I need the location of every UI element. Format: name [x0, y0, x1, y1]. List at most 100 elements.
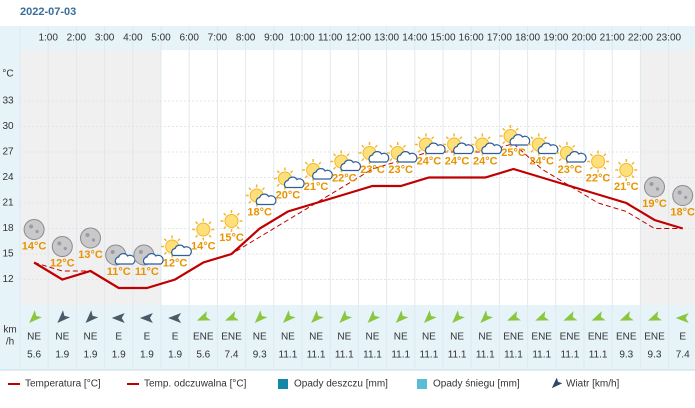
temperature-label: 12°C: [50, 257, 75, 269]
temperature-label: 24°C: [445, 155, 470, 167]
wind-unit: /h: [6, 337, 14, 348]
wind-direction: ENE: [644, 332, 665, 343]
wind-direction: NE: [478, 332, 492, 343]
hour-label: 12:00: [346, 33, 371, 44]
sun-ray: [374, 144, 378, 148]
wind-arrow: [57, 310, 71, 323]
weather-icon: [133, 244, 164, 266]
y-unit: °C: [2, 69, 13, 80]
sun: [591, 154, 606, 169]
wind-speed: 11.1: [335, 350, 354, 361]
wind-speed: 11.1: [476, 350, 495, 361]
weather-icon: [220, 210, 243, 232]
y-tick-label: 21: [2, 198, 14, 209]
hour-label: 23:00: [656, 33, 681, 44]
y-tick-label: 30: [2, 121, 14, 132]
cloud: [368, 151, 390, 163]
sun-ray: [261, 187, 266, 191]
legend-label: Opady deszczu [mm]: [294, 379, 388, 390]
date-title: 2022-07-03: [20, 6, 76, 18]
legend-swatch: [417, 379, 427, 389]
wind-arrow: [507, 311, 521, 321]
hour-label: 3:00: [95, 33, 115, 44]
axis-band: [0, 26, 20, 370]
cloud: [142, 253, 164, 265]
sun-ray: [208, 234, 212, 238]
temperature-label: 24°C: [417, 155, 442, 167]
sun-ray: [276, 170, 280, 174]
wind-speed: 7.4: [225, 350, 239, 361]
moon-crater: [91, 238, 96, 242]
weather-icon: [587, 150, 610, 173]
cloud: [312, 168, 333, 180]
sun-ray: [631, 175, 635, 179]
temperature-label: 11°C: [107, 266, 131, 278]
weather-icon: [358, 142, 390, 164]
temperature-label: 23°C: [360, 164, 385, 176]
wind-direction: NE: [309, 332, 323, 343]
wind-speed: 11.1: [307, 350, 326, 361]
wind-speed: 11.1: [420, 350, 439, 361]
weather-icon: [615, 159, 638, 181]
sun-ray: [487, 136, 491, 140]
y-tick-label: 24: [2, 172, 14, 183]
sun-ray: [603, 153, 607, 157]
feels-like-line: [33, 142, 683, 289]
wind-speed: 1.9: [112, 350, 126, 361]
wind-speed: 11.1: [391, 350, 410, 361]
sun-ray: [276, 183, 280, 187]
sun-ray: [530, 136, 534, 140]
wind-speed: 11.1: [589, 350, 608, 361]
sun-ray: [194, 234, 199, 238]
sun-ray: [473, 149, 478, 153]
wind-direction: ENE: [560, 332, 581, 343]
cloud: [396, 151, 418, 163]
sun-ray: [361, 158, 365, 162]
wind-arrow: [563, 311, 578, 321]
legend-label: Temp. odczuwalna [°C]: [144, 379, 247, 390]
sun-ray: [445, 136, 449, 140]
wind-speed: 5.6: [27, 350, 41, 361]
sun-ray: [389, 144, 393, 148]
wind-arrow: [168, 313, 182, 323]
hour-label: 15:00: [430, 33, 455, 44]
sun-ray: [236, 212, 240, 216]
temperature-label: 12°C: [163, 257, 188, 269]
sun-ray: [248, 200, 252, 204]
moon-crater: [655, 187, 660, 191]
moon-crater: [85, 233, 90, 237]
sun-ray: [543, 136, 548, 140]
sun-ray: [617, 175, 622, 179]
wind-arrow: [85, 310, 99, 323]
wind-direction: NE: [281, 332, 295, 343]
sun-ray: [402, 144, 407, 148]
wind-direction: ENE: [503, 332, 524, 343]
sun-ray: [558, 144, 562, 148]
sun-ray: [431, 136, 435, 140]
hour-label: 8:00: [236, 33, 256, 44]
temperature-label: 22°C: [586, 172, 611, 184]
sun-ray: [502, 141, 506, 145]
wind-arrow: [139, 313, 153, 323]
temperature-label: 22°C: [332, 172, 357, 184]
wind-speed: 1.9: [84, 350, 98, 361]
sun-ray: [515, 127, 519, 131]
moon: [80, 227, 101, 249]
hour-label: 19:00: [543, 33, 568, 44]
hour-label: 13:00: [374, 33, 399, 44]
weather-icon: [471, 133, 503, 156]
cloud: [453, 142, 474, 155]
wind-direction: E: [172, 332, 179, 343]
temperature-label: 25°C: [501, 147, 526, 159]
moon-crater: [29, 224, 34, 229]
hour-label: 7:00: [208, 33, 228, 44]
weather-icon: [414, 133, 446, 156]
hour-label: 22:00: [628, 33, 653, 44]
legend-swatch: [278, 379, 288, 389]
sun-ray: [248, 187, 252, 191]
temperature-label: 14°C: [22, 240, 47, 252]
moon: [23, 219, 45, 240]
temperature-label: 18°C: [670, 206, 695, 218]
weather-icon: [302, 159, 333, 181]
